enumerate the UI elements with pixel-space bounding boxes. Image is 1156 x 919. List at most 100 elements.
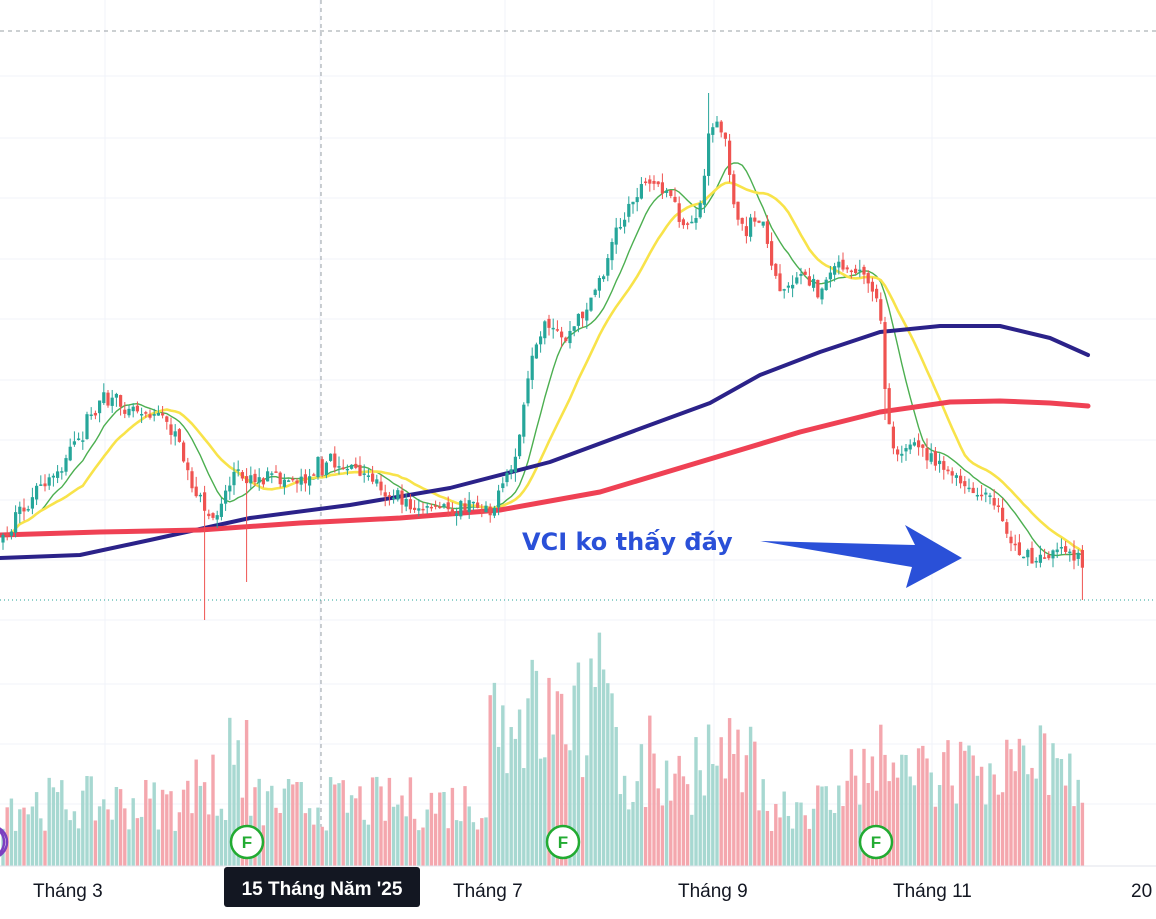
volume-bar <box>748 726 753 866</box>
volume-bar <box>837 785 841 866</box>
volume-bar <box>375 776 379 866</box>
candle-body <box>690 221 694 224</box>
candle-body <box>719 121 723 133</box>
candle-body <box>551 327 555 330</box>
volume-bar <box>47 777 51 866</box>
volume-bar <box>820 786 824 866</box>
candle-body <box>543 321 547 339</box>
candle-body <box>921 444 925 448</box>
volume-bar <box>648 715 652 866</box>
candle-body <box>858 269 862 272</box>
volume-bar <box>912 785 917 866</box>
volume-bar <box>207 814 211 866</box>
candle-body <box>1068 551 1072 554</box>
volume-bar <box>156 829 161 866</box>
volume-bar <box>782 791 786 866</box>
volume-bar <box>223 820 228 866</box>
volume-bar <box>274 807 278 866</box>
volume-bar <box>76 828 81 866</box>
volume-bar <box>480 818 484 866</box>
candle-body <box>257 477 261 483</box>
candle-body <box>1076 552 1080 559</box>
candle-body <box>900 453 904 456</box>
volume-bar <box>135 818 140 866</box>
volume-bar <box>433 813 438 866</box>
candle-body <box>442 504 446 507</box>
candle-body <box>627 203 631 217</box>
candle-body <box>274 471 278 473</box>
volume-bar <box>1038 725 1043 866</box>
candle-body <box>56 471 60 478</box>
crosshair-date-label: 15 Tháng Năm '25 <box>242 879 403 900</box>
volume-bar <box>148 798 152 866</box>
volume-bar <box>614 727 618 866</box>
volume-bar <box>900 754 904 866</box>
volume-bar <box>769 830 774 866</box>
volume-bar <box>228 717 232 866</box>
volume-bar <box>916 748 921 866</box>
candle-body <box>316 456 320 478</box>
candle-body <box>345 468 349 471</box>
candle-body <box>509 469 513 474</box>
volume-bar <box>236 740 240 866</box>
candle-body <box>807 276 811 286</box>
candle-body <box>984 492 988 495</box>
volume-bar <box>685 784 690 866</box>
volume-bar <box>971 755 975 866</box>
event-marker[interactable]: F <box>858 824 894 860</box>
volume-bar <box>442 791 446 866</box>
candle-body <box>1047 555 1051 559</box>
candle-body <box>879 299 883 321</box>
candle-body <box>60 471 64 473</box>
candle-body <box>555 329 559 331</box>
candle-body <box>194 486 198 497</box>
volume-bar <box>706 724 711 866</box>
candle-body <box>156 412 160 416</box>
candle-body <box>698 203 702 218</box>
volume-bar <box>139 816 144 866</box>
candle-body <box>715 121 719 128</box>
candle-body <box>870 281 874 292</box>
volume-bar <box>1034 778 1038 866</box>
candle-body <box>677 203 681 222</box>
volume-bar <box>68 820 72 866</box>
candle-body <box>240 472 244 479</box>
volume-bar <box>891 762 896 866</box>
event-marker[interactable]: F <box>545 824 581 860</box>
volume-bar <box>610 693 614 866</box>
volume-bar <box>173 830 177 866</box>
candle-body <box>497 490 501 508</box>
candle-body <box>866 273 870 284</box>
candle-body <box>673 196 677 202</box>
volume-bar <box>81 790 85 866</box>
candle-body <box>933 451 937 466</box>
candle-body <box>383 492 387 497</box>
volume-bar <box>1068 753 1072 866</box>
volume-bar <box>421 827 425 866</box>
candle-body <box>660 182 664 194</box>
volume-bar <box>895 777 900 866</box>
candle-body <box>131 406 135 412</box>
candle-body <box>749 217 753 237</box>
candle-body <box>30 497 34 509</box>
candle-body <box>597 278 601 291</box>
candle-body <box>299 476 303 485</box>
volume-bar <box>219 808 224 866</box>
volume-bar <box>13 830 18 866</box>
volume-bar <box>744 755 749 866</box>
volume-bar <box>488 695 492 866</box>
candle-body <box>98 400 102 414</box>
event-marker[interactable]: F <box>229 824 265 860</box>
x-tick-label: Tháng 7 <box>453 881 523 902</box>
volume-bar <box>349 795 354 866</box>
volume-bar <box>606 683 610 866</box>
candle-body <box>896 449 900 455</box>
volume-bar <box>946 740 950 866</box>
candle-body <box>387 495 391 497</box>
candle-body <box>5 533 9 536</box>
candle-body <box>492 507 496 516</box>
volume-bar <box>194 759 198 866</box>
volume-bar <box>144 779 148 866</box>
candle-body <box>484 505 488 513</box>
